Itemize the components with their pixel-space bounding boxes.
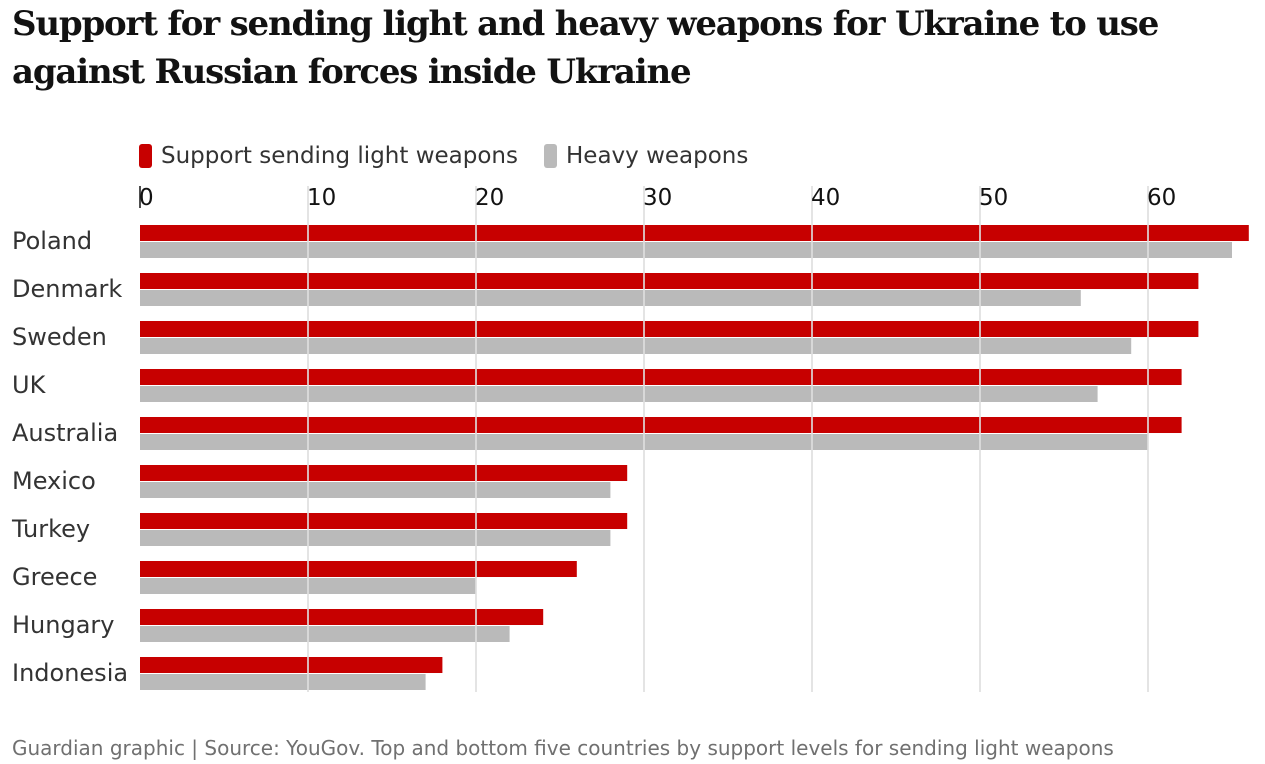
legend-label-light-weapons: Support sending light weapons bbox=[161, 143, 518, 169]
legend-item-light-weapons: Support sending light weapons bbox=[139, 143, 518, 169]
x-tick-label-10: 10 bbox=[307, 185, 336, 211]
category-label-greece: Greece bbox=[12, 563, 97, 591]
category-label-poland: Poland bbox=[12, 227, 92, 255]
bar-light-greece bbox=[140, 561, 577, 577]
gridlines bbox=[139, 186, 1149, 692]
x-tick-label-30: 30 bbox=[643, 185, 672, 211]
bar-heavy-hungary bbox=[140, 626, 510, 642]
bar-light-poland bbox=[140, 225, 1249, 241]
chart-title: Support for sending light and heavy weap… bbox=[12, 4, 1159, 92]
category-label-denmark: Denmark bbox=[12, 275, 122, 303]
bar-light-turkey bbox=[140, 513, 628, 529]
x-tick-label-20: 20 bbox=[475, 185, 504, 211]
bar-heavy-denmark bbox=[140, 290, 1081, 306]
bars-layer bbox=[140, 225, 1249, 692]
category-labels: Poland Denmark Sweden UK Australia Mexico Turk… bbox=[11, 227, 128, 687]
bar-light-mexico bbox=[140, 465, 628, 481]
bar-light-hungary bbox=[140, 609, 544, 625]
legend-item-heavy-weapons: Heavy weapons bbox=[544, 143, 748, 169]
category-label-indonesia: Indonesia bbox=[12, 659, 128, 687]
bar-heavy-mexico bbox=[140, 482, 611, 498]
bar-light-sweden bbox=[140, 321, 1199, 337]
legend-swatch-light-weapons bbox=[139, 144, 152, 168]
category-label-uk: UK bbox=[12, 371, 47, 399]
bar-chart: 0 10 20 30 40 50 60 Poland Denmark Sweden UK Austr… bbox=[11, 185, 1249, 692]
legend: Support sending light weapons Heavy weap… bbox=[139, 141, 774, 171]
bar-heavy-turkey bbox=[140, 530, 611, 546]
x-tick-label-0: 0 bbox=[139, 185, 154, 211]
source-note: Guardian graphic | Source: YouGov. Top a… bbox=[12, 736, 1114, 760]
bar-heavy-sweden bbox=[140, 338, 1132, 354]
bar-heavy-uk bbox=[140, 386, 1098, 402]
bar-light-australia bbox=[140, 417, 1182, 433]
category-label-mexico: Mexico bbox=[12, 467, 96, 495]
legend-swatch-heavy-weapons bbox=[544, 144, 557, 168]
category-label-australia: Australia bbox=[12, 419, 118, 447]
x-axis-ticks: 0 10 20 30 40 50 60 bbox=[139, 185, 1176, 211]
bar-heavy-indonesia bbox=[140, 674, 426, 690]
x-tick-label-50: 50 bbox=[979, 185, 1008, 211]
category-label-sweden: Sweden bbox=[12, 323, 107, 351]
bar-heavy-poland bbox=[140, 242, 1232, 258]
category-label-hungary: Hungary bbox=[12, 611, 114, 639]
x-tick-label-40: 40 bbox=[811, 185, 840, 211]
category-label-turkey: Turkey bbox=[11, 515, 90, 543]
bar-light-uk bbox=[140, 369, 1182, 385]
bar-light-denmark bbox=[140, 273, 1199, 289]
bar-light-indonesia bbox=[140, 657, 443, 673]
x-tick-label-60: 60 bbox=[1147, 185, 1176, 211]
legend-label-heavy-weapons: Heavy weapons bbox=[566, 143, 749, 169]
